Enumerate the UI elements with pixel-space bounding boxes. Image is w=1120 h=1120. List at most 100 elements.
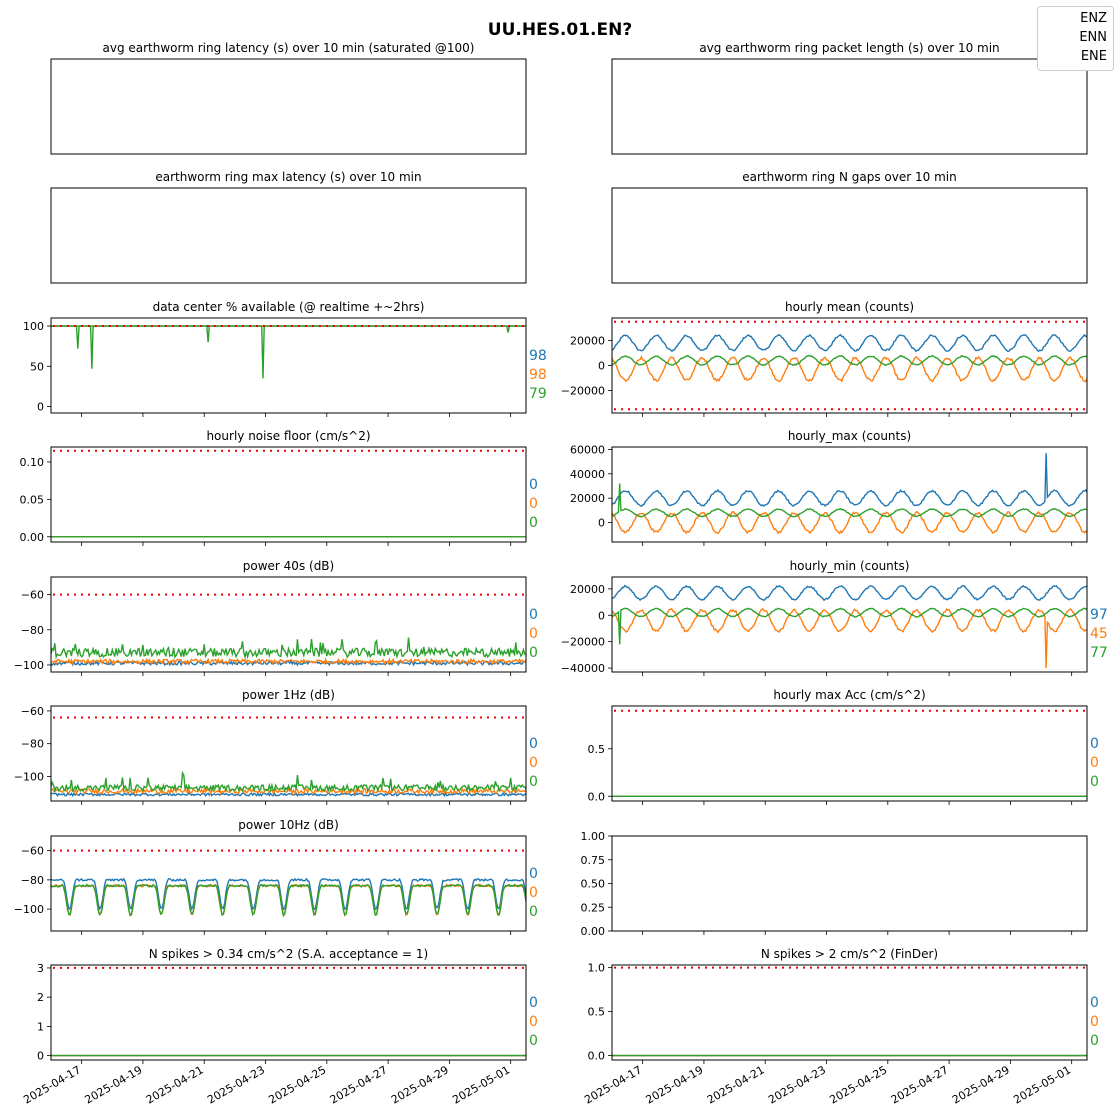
plot-frame bbox=[611, 964, 1088, 1061]
side-value-enz: 98 bbox=[529, 348, 547, 364]
side-value-ene: 0 bbox=[529, 515, 538, 531]
side-value-enz: 0 bbox=[529, 607, 538, 623]
y-tick-label: −80 bbox=[21, 738, 44, 751]
plot-frame bbox=[50, 964, 527, 1061]
side-value-ene: 0 bbox=[529, 904, 538, 920]
panel-p9: hourly_min (counts) −40000 −20000 0 20000 97 4… bbox=[561, 559, 1108, 676]
y-tick-label: 1.0 bbox=[588, 962, 606, 975]
y-tick-label: 0 bbox=[37, 1050, 44, 1063]
legend-entry-ene: ENE bbox=[1080, 49, 1107, 64]
y-tick-label: 100 bbox=[23, 320, 44, 333]
panel-p6: hourly noise floor (cm/s^2) 0.00 0.05 0.10 0… bbox=[20, 429, 538, 546]
panel-p14: N spikes > 0.34 cm/s^2 (S.A. acceptance … bbox=[21, 947, 538, 1107]
plot-frame bbox=[611, 187, 1088, 284]
plot-frame bbox=[611, 58, 1088, 155]
side-value-enn: 0 bbox=[529, 626, 538, 642]
x-tick-label: 2025-04-19 bbox=[644, 1063, 706, 1106]
panel-title: hourly noise floor (cm/s^2) bbox=[206, 429, 370, 443]
plot-frame bbox=[611, 576, 1088, 673]
panel-p7: hourly_max (counts) 0 20000 40000 60000 bbox=[570, 429, 1088, 546]
series-line-ene bbox=[51, 325, 526, 379]
y-tick-label: −80 bbox=[21, 874, 44, 887]
y-tick-label: −20000 bbox=[561, 636, 605, 649]
y-tick-label: −60 bbox=[21, 705, 44, 718]
y-tick-label: −80 bbox=[21, 624, 44, 637]
panel-title: power 10Hz (dB) bbox=[238, 818, 339, 832]
plot-frame bbox=[50, 835, 527, 932]
plot-frame bbox=[50, 58, 527, 155]
series-line-enz bbox=[51, 791, 526, 798]
x-tick-label: 2025-04-23 bbox=[205, 1063, 267, 1106]
side-value-enz: 0 bbox=[529, 736, 538, 752]
x-tick-label: 2025-04-21 bbox=[705, 1063, 767, 1106]
y-tick-label: 0 bbox=[37, 401, 44, 414]
x-tick-label: 2025-05-01 bbox=[1011, 1063, 1073, 1106]
panel-title: power 1Hz (dB) bbox=[242, 688, 335, 702]
side-value-enn: 0 bbox=[529, 496, 538, 512]
legend-entry-enn: ENN bbox=[1079, 30, 1107, 45]
y-tick-label: 0.05 bbox=[20, 493, 45, 506]
plot-frame bbox=[50, 317, 527, 414]
panel-title: N spikes > 0.34 cm/s^2 (S.A. acceptance … bbox=[149, 947, 428, 961]
side-value-ene: 0 bbox=[529, 1033, 538, 1049]
series-line-ene bbox=[51, 637, 526, 660]
series-line-ene bbox=[612, 354, 1087, 367]
side-value-ene: 0 bbox=[529, 774, 538, 790]
series-line-enn bbox=[612, 355, 1087, 383]
y-tick-label: 0.5 bbox=[588, 743, 606, 756]
side-value-enn: 98 bbox=[529, 367, 547, 383]
panel-p8: power 40s (dB) −100 −80 −60 0 0 0 bbox=[14, 559, 538, 676]
side-value-enn: 45 bbox=[1090, 626, 1108, 642]
panel-title: hourly mean (counts) bbox=[785, 300, 914, 314]
side-value-enz: 0 bbox=[1090, 995, 1099, 1011]
y-tick-label: 0.0 bbox=[588, 1050, 606, 1063]
series-line-ene bbox=[612, 607, 1087, 645]
y-tick-label: 0 bbox=[598, 609, 605, 622]
panel-p13: 0.00 0.25 0.50 0.75 1.00 bbox=[581, 830, 1088, 938]
side-value-enz: 0 bbox=[529, 477, 538, 493]
legend: ENZ ENN ENE bbox=[1037, 6, 1114, 71]
x-tick-label: 2025-04-17 bbox=[21, 1063, 83, 1106]
y-tick-label: 0.75 bbox=[581, 854, 606, 867]
panel-p5: hourly mean (counts) −20000 0 20000 bbox=[561, 300, 1088, 417]
series-line-ene bbox=[51, 770, 526, 794]
plot-frame bbox=[611, 705, 1088, 802]
y-tick-label: 40000 bbox=[570, 468, 605, 481]
panel-p10: power 1Hz (dB) −100 −80 −60 0 0 0 bbox=[14, 688, 538, 805]
side-value-ene: 0 bbox=[1090, 774, 1099, 790]
side-value-ene: 77 bbox=[1090, 645, 1108, 661]
series-line-enn bbox=[612, 510, 1087, 535]
series-line-enn bbox=[51, 786, 526, 796]
side-value-ene: 0 bbox=[1090, 1033, 1099, 1049]
side-value-enn: 0 bbox=[1090, 755, 1099, 771]
panel-p0: avg earthworm ring latency (s) over 10 m… bbox=[50, 41, 527, 155]
x-tick-label: 2025-04-25 bbox=[266, 1063, 328, 1106]
plot-frame bbox=[611, 446, 1088, 543]
x-tick-label: 2025-05-01 bbox=[450, 1063, 512, 1106]
x-tick-label: 2025-04-17 bbox=[582, 1063, 644, 1106]
x-tick-label: 2025-04-27 bbox=[889, 1063, 951, 1106]
x-tick-label: 2025-04-25 bbox=[827, 1063, 889, 1106]
side-value-enn: 0 bbox=[1090, 1014, 1099, 1030]
panel-p15: N spikes > 2 cm/s^2 (FinDer) 0.0 0.5 1.0 202… bbox=[582, 947, 1099, 1107]
series-line-ene bbox=[51, 883, 526, 918]
y-tick-label: −40000 bbox=[561, 662, 605, 675]
y-tick-label: 0.0 bbox=[588, 790, 606, 803]
y-tick-label: 0 bbox=[598, 360, 605, 373]
panel-p2: earthworm ring max latency (s) over 10 m… bbox=[50, 170, 527, 284]
x-tick-label: 2025-04-23 bbox=[766, 1063, 828, 1106]
y-tick-label: 20000 bbox=[570, 583, 605, 596]
y-tick-label: 0.5 bbox=[588, 1006, 606, 1019]
panel-title: avg earthworm ring packet length (s) ove… bbox=[699, 41, 999, 55]
series-line-enz bbox=[51, 877, 526, 911]
y-tick-label: 0.00 bbox=[20, 531, 45, 544]
side-value-enz: 0 bbox=[529, 995, 538, 1011]
plot-frame bbox=[50, 446, 527, 543]
series-line-ene bbox=[612, 483, 1087, 518]
panel-title: hourly_max (counts) bbox=[788, 429, 911, 443]
plot-frame bbox=[50, 705, 527, 802]
y-tick-label: 20000 bbox=[570, 335, 605, 348]
panel-title: hourly max Acc (cm/s^2) bbox=[773, 688, 925, 702]
panel-title: power 40s (dB) bbox=[243, 559, 334, 573]
